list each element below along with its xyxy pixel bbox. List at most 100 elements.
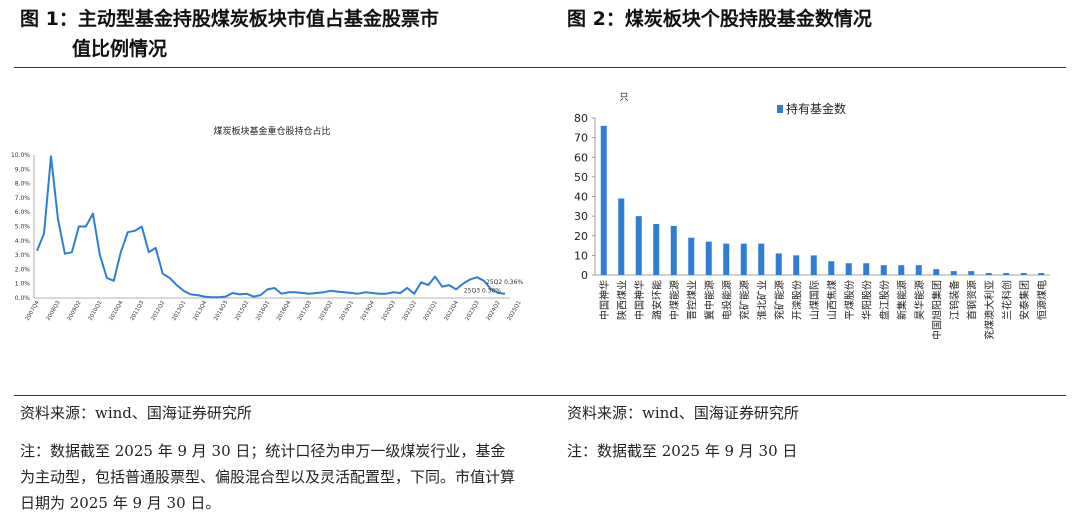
chart2-x-tick-label: 中国神华 [598,280,611,320]
chart2-y-tick-label: 20 [574,230,588,243]
chart2-bar [986,273,992,275]
chart2-bar [951,271,957,275]
chart2-bar [811,255,817,275]
chart2-bar [933,269,939,275]
chart2-bar [601,126,607,275]
chart2-legend-swatch [777,105,783,113]
chart2-bar [723,244,729,275]
chart1-y-tick-label: 3.0% [15,252,31,259]
chart2-legend-label: 持有基金数 [786,101,846,116]
chart2-bar [653,224,659,275]
chart2-x-tick-label: 电投能源 [720,280,733,320]
chart1-x-tick-label: 2012Q2 [150,300,166,322]
chart1-y-tick-label: 2.0% [15,266,31,273]
chart2-y-tick-label: 60 [574,151,588,164]
chart2-x-tick-label: 中国神华 [633,280,646,320]
chart2-bar [916,265,922,275]
chart2-y-tick-label: 10 [574,249,588,262]
chart1-y-tick-label: 5.0% [15,224,31,231]
chart1-x-tick-label: 2016Q4 [276,300,292,322]
chart1-y-tick-label: 0.0% [15,295,31,302]
chart2-x-tick-label: 开滦股份 [790,280,803,320]
chart2-bar [671,226,677,275]
chart1-x-tick-label: 2013Q4 [192,300,208,322]
chart1-y-tick-label: 4.0% [15,238,31,245]
chart1-title: 煤炭板块基金重仓股持仓占比 [213,125,330,137]
chart1-y-tick-label: 1.0% [15,281,31,288]
chart2-y-tick-label: 40 [574,191,588,204]
chart2-x-tick-label: 山煤国际 [808,280,821,320]
chart1-x-tick-label: 2023Q3 [465,300,481,322]
figure1-title-line2: 值比例情况 [20,34,530,64]
figure1-source: 资料来源：wind、国海证券研究所 [20,400,252,426]
figure1-title-line1: 图 1：主动型基金持股煤炭板块市值占基金股票市 [20,8,439,30]
chart1-x-tick-label: 2025Q1 [507,300,523,322]
chart2-bar [881,265,887,275]
chart1-x-tick-label: 2022Q1 [423,300,439,322]
chart1-y-tick-label: 7.0% [15,195,31,202]
chart2-x-tick-label: 昊华能源 [913,280,926,320]
chart1-x-tick-label: 2014Q3 [213,300,229,322]
chart2-bar [688,238,694,275]
chart2-bar [846,263,852,275]
chart1-x-tick-label: 2010Q1 [87,300,103,322]
chart1-x-tick-label: 2010Q4 [108,300,124,322]
chart2-bar [1038,273,1044,275]
chart2-x-tick-label: 陕西煤业 [615,280,628,320]
chart1-y-tick-label: 9.0% [15,166,31,173]
chart2-bar [1021,273,1027,275]
chart2-x-tick-label: 冀中能源 [703,280,716,320]
chart2-x-tick-label: 华阳股份 [860,280,873,320]
chart2-bar [1003,273,1009,275]
chart1-x-tick-label: 2019Q4 [360,300,376,322]
chart2-y-tick-label: 80 [574,112,588,125]
chart2-x-tick-label: 安泰集团 [1018,280,1031,320]
chart2-y-tick-label: 30 [574,210,588,223]
chart2-bar [968,271,974,275]
chart1-x-tick-label: 2022Q4 [444,300,460,322]
chart1-y-tick-label: 10.0% [11,152,30,159]
chart2-x-tick-label: 潞安环能 [650,280,663,320]
chart2-y-unit: 只 [619,93,628,103]
chart2-x-tick-label: 山西焦煤 [825,280,838,320]
chart1-x-tick-label: 2019Q1 [339,300,355,322]
chart1-series-line [37,156,505,297]
chart2-x-tick-label: 恒源煤电 [1035,280,1048,320]
chart2-x-tick-label: 兖矿能源 [738,280,751,320]
figure2-title: 图 2：煤炭板块个股持股基金数情况 [567,4,1067,34]
chart2-bar [776,253,782,275]
chart2-x-tick-label: 晋控煤业 [685,280,698,320]
chart1-x-tick-label: 2007Q4 [25,300,41,322]
chart1-x-tick-label: 2015Q2 [234,300,250,322]
chart2-bar [828,261,834,275]
chart2-x-tick-label: 兖煤澳大利亚 [983,280,996,340]
chart1-x-tick-label: 2020Q3 [381,300,397,322]
chart2-x-tick-label: 兰花科创 [1000,280,1013,320]
chart1-annotation: 25Q3 0.30% [464,288,501,295]
chart2-x-tick-label: 盘江股份 [878,280,891,320]
chart2-y-tick-label: 50 [574,171,588,184]
chart1-x-tick-label: 2018Q2 [318,300,334,322]
chart2-bar [898,265,904,275]
chart2-x-tick-label: 平煤股份 [843,280,856,320]
chart2-x-tick-label: 淮北矿业 [755,280,768,320]
bottom-rule [14,395,1066,396]
chart1-x-tick-label: 2021Q2 [402,300,418,322]
top-rule [14,67,1066,68]
figure1-title: 图 1：主动型基金持股煤炭板块市值占基金股票市 值比例情况 [20,4,530,64]
chart2-bar [706,242,712,275]
figure2-note: 注：数据截至 2025 年 9 月 30 日 [567,438,1047,464]
chart2-y-tick-label: 70 [574,132,588,145]
chart1-x-tick-label: 2024Q2 [486,300,502,322]
chart1-x-tick-label: 2016Q1 [255,300,271,322]
chart2-bar [636,216,642,275]
chart2-bar [741,244,747,275]
chart2-x-tick-label: 江钨装备 [948,280,961,320]
chart2-bar [863,263,869,275]
chart1-x-tick-label: 2011Q3 [129,300,145,322]
chart1-y-tick-label: 8.0% [15,181,31,188]
chart2-x-tick-label: 兖矿能源 [773,280,786,320]
chart2-x-tick-label: 首钢资源 [965,280,978,320]
chart2-x-tick-label: 中煤能源 [668,280,681,320]
figure1-note: 注：数据截至 2025 年 9 月 30 日；统计口径为申万一级煤炭行业，基金为… [20,438,520,516]
